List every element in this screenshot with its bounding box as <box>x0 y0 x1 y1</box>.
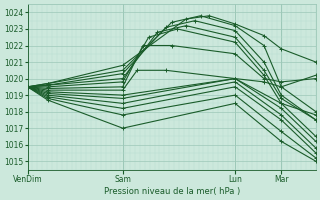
X-axis label: Pression niveau de la mer( hPa ): Pression niveau de la mer( hPa ) <box>104 187 240 196</box>
